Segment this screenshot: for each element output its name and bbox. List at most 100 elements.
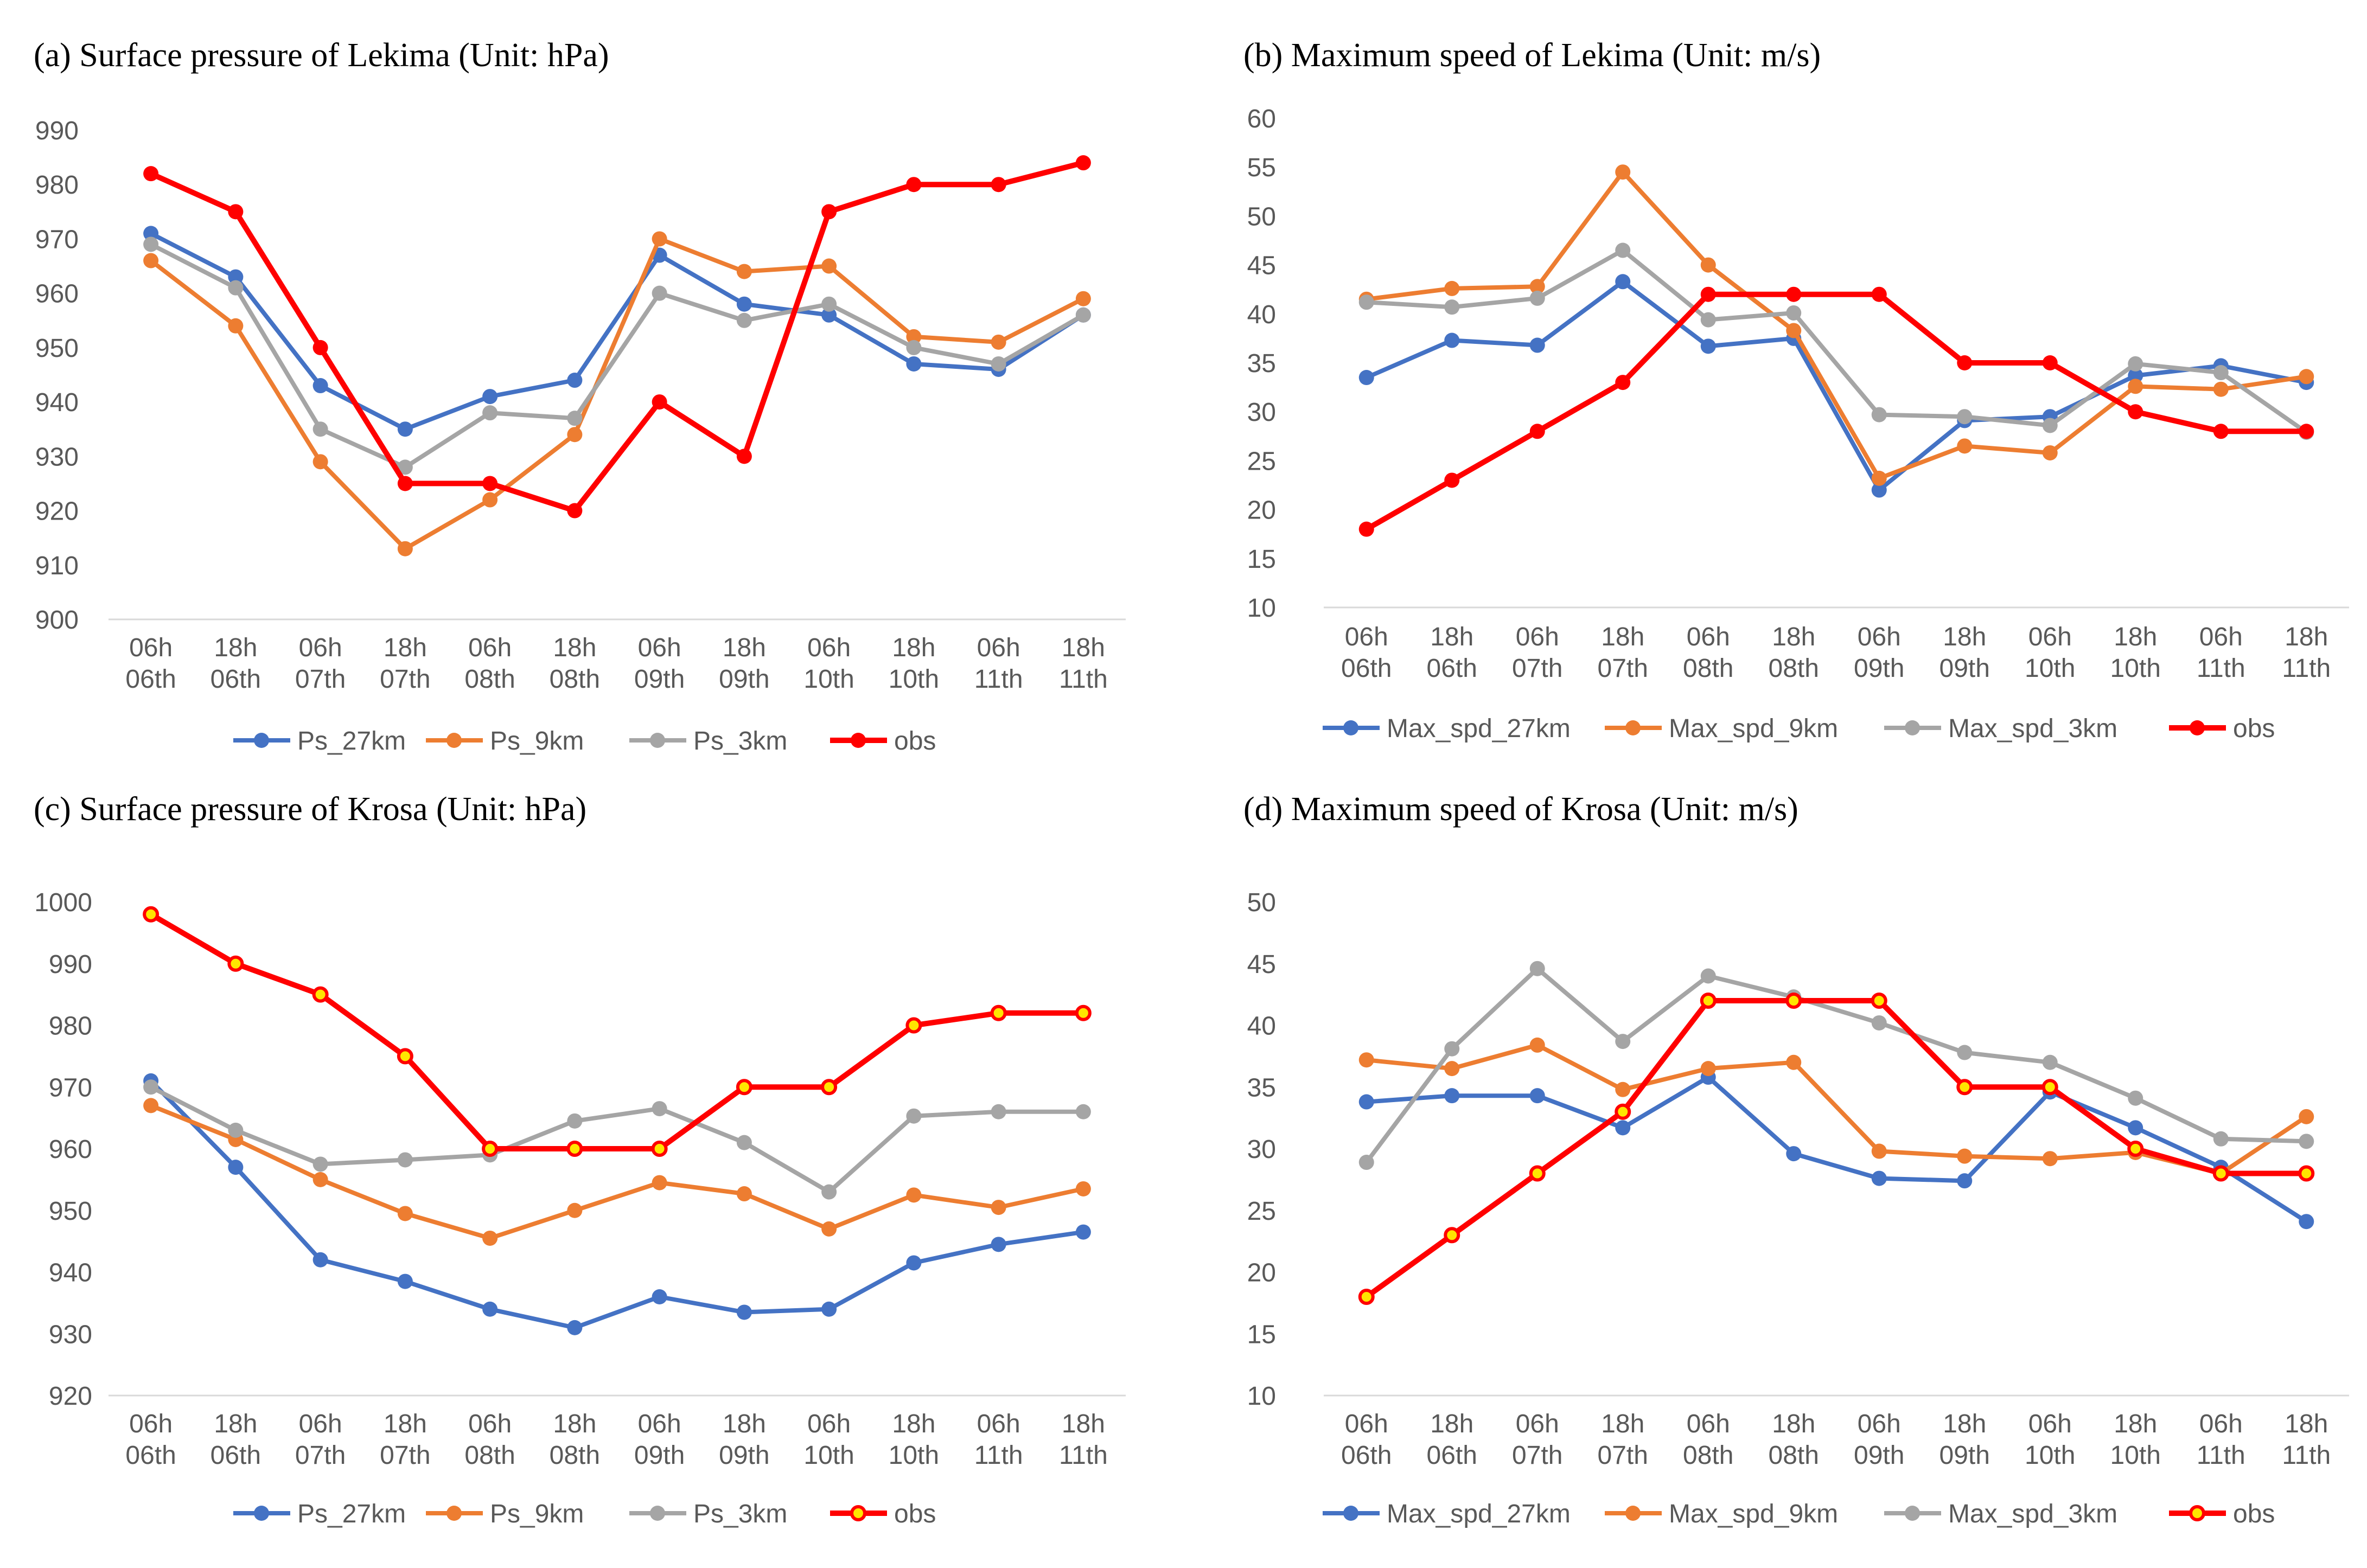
data-point bbox=[991, 1104, 1006, 1119]
x-tick-label-day: 09th bbox=[634, 665, 685, 694]
data-point bbox=[1786, 286, 1802, 302]
chart-c: (c) Surface pressure of Krosa (Unit: hPa… bbox=[34, 791, 1126, 1528]
data-point bbox=[312, 1252, 328, 1268]
data-point bbox=[1444, 1061, 1460, 1077]
series-Max_spd_9km bbox=[1358, 164, 2314, 486]
data-point bbox=[2299, 424, 2314, 439]
series-line bbox=[1364, 1042, 2309, 1176]
panel-b: (b) Maximum speed of Lekima (Unit: m/s) … bbox=[1183, 0, 2365, 784]
x-tick-label-day: 09th bbox=[1854, 654, 1904, 683]
x-tick-label-hour: 06h bbox=[807, 1410, 851, 1438]
data-point bbox=[228, 1160, 244, 1175]
legend-label: obs bbox=[894, 1500, 936, 1528]
x-tick-label-day: 10th bbox=[889, 665, 939, 694]
legend-label: obs bbox=[2233, 714, 2275, 743]
series-obs bbox=[143, 155, 1091, 519]
legend-label: Max_spd_27km bbox=[1387, 714, 1571, 743]
data-point bbox=[312, 421, 328, 437]
series-line bbox=[1364, 279, 2309, 492]
data-point bbox=[2299, 369, 2314, 385]
series-line bbox=[148, 911, 1086, 1151]
x-tick-label-hour: 18h bbox=[892, 633, 935, 662]
data-point bbox=[227, 955, 244, 972]
data-point bbox=[1075, 1004, 1092, 1021]
legend-entry-Max_spd_27km: Max_spd_27km bbox=[1323, 714, 1571, 743]
data-point bbox=[736, 1135, 752, 1150]
legend-label: Ps_9km bbox=[490, 727, 584, 756]
x-tick-label-day: 08th bbox=[1683, 654, 1733, 683]
x-tick-label-day: 11th bbox=[2197, 654, 2245, 683]
x-tick-label-hour: 06h bbox=[977, 1410, 1020, 1438]
chart-b: (b) Maximum speed of Lekima (Unit: m/s) … bbox=[1243, 37, 2349, 743]
x-tick-label-day: 06th bbox=[1341, 654, 1392, 683]
data-point bbox=[143, 1098, 159, 1113]
x-tick-label-hour: 06h bbox=[299, 1410, 342, 1438]
legend-marker bbox=[650, 733, 665, 748]
data-point bbox=[2299, 1214, 2314, 1230]
x-tick-label-hour: 18h bbox=[723, 633, 766, 662]
data-point bbox=[1700, 312, 1716, 328]
data-point bbox=[821, 1301, 837, 1317]
data-point bbox=[652, 285, 667, 301]
data-point bbox=[991, 177, 1006, 193]
data-point bbox=[1957, 438, 1973, 454]
data-point bbox=[397, 1206, 413, 1221]
x-tick-label-day: 09th bbox=[1939, 654, 1990, 683]
x-tick-label-day: 07th bbox=[380, 1441, 430, 1470]
x-tick-label-hour: 06h bbox=[807, 633, 851, 662]
data-point bbox=[2042, 1151, 2058, 1167]
chart-d: (d) Maximum speed of Krosa (Unit: m/s) 1… bbox=[1243, 791, 2349, 1528]
data-point bbox=[1700, 1061, 1716, 1077]
data-point bbox=[821, 296, 837, 312]
y-tick-label: 960 bbox=[49, 1135, 92, 1164]
x-tick-label-hour: 18h bbox=[1601, 1410, 1644, 1438]
data-point bbox=[1871, 993, 1887, 1009]
x-tick-label-hour: 18h bbox=[553, 633, 596, 662]
x-tick-label-day: 07th bbox=[1512, 1441, 1562, 1470]
data-point bbox=[1615, 1103, 1631, 1120]
data-point bbox=[228, 280, 244, 296]
legend-marker bbox=[2189, 1505, 2205, 1521]
data-point bbox=[2299, 1134, 2314, 1149]
data-point bbox=[1529, 337, 1545, 353]
y-tick-label: 25 bbox=[1247, 447, 1276, 476]
series-line bbox=[149, 1103, 1086, 1240]
data-point bbox=[1700, 257, 1716, 273]
y-tick-label: 920 bbox=[35, 497, 79, 526]
data-point bbox=[1529, 1165, 1546, 1182]
legend-entry-Ps_27km: Ps_27km bbox=[233, 1500, 406, 1528]
x-tick-label-hour: 06h bbox=[1858, 1410, 1901, 1438]
data-point bbox=[567, 503, 583, 519]
data-point bbox=[397, 1048, 413, 1065]
x-tick-label-day: 11th bbox=[1059, 1441, 1108, 1470]
data-point bbox=[567, 1202, 583, 1218]
legend-label: Ps_3km bbox=[693, 727, 787, 756]
x-tick-label-hour: 18h bbox=[1772, 1410, 1815, 1438]
data-point bbox=[736, 1079, 752, 1096]
x-tick-label-hour: 18h bbox=[1943, 623, 1986, 651]
data-point bbox=[1786, 1054, 1802, 1070]
x-tick-label-day: 07th bbox=[295, 1441, 346, 1470]
data-point bbox=[1957, 1173, 1973, 1189]
data-point bbox=[567, 1320, 583, 1335]
data-point bbox=[905, 1017, 922, 1034]
legend-marker bbox=[446, 1506, 462, 1521]
data-point bbox=[1871, 1143, 1887, 1159]
data-point bbox=[736, 1304, 752, 1320]
series-Ps_9km bbox=[143, 231, 1091, 556]
data-point bbox=[2128, 368, 2143, 383]
data-point bbox=[2212, 1165, 2229, 1182]
data-point bbox=[228, 204, 244, 220]
data-point bbox=[1529, 424, 1545, 439]
x-tick-label-hour: 18h bbox=[2114, 1410, 2157, 1438]
data-point bbox=[143, 906, 159, 923]
x-tick-label-day: 10th bbox=[2025, 1441, 2075, 1470]
x-tick-label-day: 10th bbox=[2110, 654, 2161, 683]
x-tick-label-day: 08th bbox=[550, 1441, 600, 1470]
x-tick-label-hour: 18h bbox=[892, 1410, 935, 1438]
data-point bbox=[1444, 1227, 1460, 1244]
data-point bbox=[906, 340, 922, 355]
series-Ps_3km bbox=[143, 236, 1091, 475]
legend-label: Max_spd_3km bbox=[1948, 1500, 2117, 1528]
legend-label: obs bbox=[894, 727, 936, 756]
